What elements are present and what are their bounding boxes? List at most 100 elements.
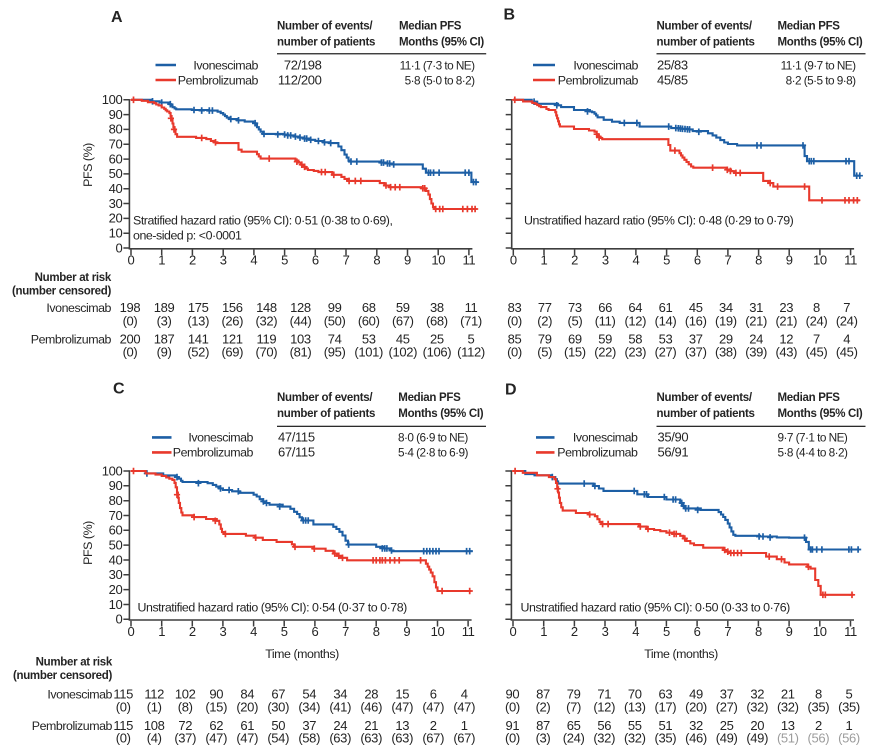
svg-text:4: 4: [461, 687, 468, 702]
svg-text:13: 13: [395, 718, 409, 733]
svg-text:Months (95% CI): Months (95% CI): [398, 408, 483, 420]
svg-text:49: 49: [689, 687, 703, 702]
svg-text:90: 90: [209, 687, 223, 702]
svg-text:(45): (45): [806, 345, 828, 360]
svg-text:121: 121: [222, 331, 243, 346]
svg-text:4: 4: [632, 624, 639, 639]
svg-text:one-sided p: <0·0001: one-sided p: <0·0001: [133, 229, 242, 243]
svg-text:(17): (17): [655, 699, 677, 714]
svg-text:(5): (5): [567, 313, 582, 328]
svg-text:(3): (3): [157, 313, 172, 328]
svg-text:Months (95% CI): Months (95% CI): [778, 408, 863, 420]
svg-text:(19): (19): [715, 313, 737, 328]
svg-text:30: 30: [109, 567, 123, 582]
svg-text:70: 70: [109, 137, 123, 152]
svg-text:62: 62: [209, 718, 223, 733]
svg-text:59: 59: [598, 331, 612, 346]
svg-text:(32): (32): [624, 731, 646, 746]
svg-text:8: 8: [373, 253, 380, 268]
svg-text:8: 8: [755, 253, 762, 268]
svg-text:28: 28: [364, 687, 378, 702]
svg-text:(0): (0): [505, 731, 520, 746]
svg-text:2: 2: [571, 624, 578, 639]
svg-text:(23): (23): [624, 345, 646, 360]
svg-text:3: 3: [220, 253, 227, 268]
svg-text:8: 8: [755, 624, 762, 639]
svg-text:9: 9: [404, 253, 411, 268]
svg-text:72/198: 72/198: [284, 57, 322, 72]
svg-text:10: 10: [431, 253, 445, 268]
svg-text:Ivonescimab: Ivonescimab: [188, 431, 253, 445]
svg-text:6: 6: [312, 253, 319, 268]
svg-text:9·7 (7·1 to NE): 9·7 (7·1 to NE): [778, 431, 848, 445]
svg-text:(49): (49): [746, 731, 768, 746]
svg-text:(52): (52): [187, 345, 209, 360]
svg-text:2: 2: [815, 718, 822, 733]
svg-text:68: 68: [362, 300, 376, 315]
svg-text:Number of events/: Number of events/: [657, 392, 753, 404]
svg-text:(14): (14): [655, 313, 677, 328]
svg-text:11: 11: [844, 253, 857, 268]
svg-text:21: 21: [364, 718, 378, 733]
svg-text:67/115: 67/115: [278, 445, 315, 460]
svg-text:number of patients: number of patients: [657, 37, 755, 49]
svg-text:Stratified hazard ratio (95% C: Stratified hazard ratio (95% CI): 0·51 (…: [133, 214, 392, 228]
svg-text:9: 9: [786, 624, 793, 639]
svg-text:70: 70: [628, 687, 642, 702]
svg-text:72: 72: [178, 718, 192, 733]
svg-text:141: 141: [188, 331, 209, 346]
svg-text:53: 53: [659, 331, 673, 346]
svg-text:5·8 (5·0 to 8·2): 5·8 (5·0 to 8·2): [405, 73, 476, 87]
svg-text:90: 90: [109, 107, 123, 122]
svg-text:number of patients: number of patients: [657, 408, 755, 420]
svg-text:70: 70: [109, 508, 123, 523]
svg-text:(8): (8): [178, 699, 193, 714]
svg-text:(47): (47): [422, 699, 444, 714]
svg-text:Median PFS: Median PFS: [398, 392, 461, 404]
svg-text:5: 5: [468, 331, 475, 346]
svg-text:77: 77: [538, 300, 552, 315]
svg-text:Months (95% CI): Months (95% CI): [778, 37, 863, 49]
svg-text:2: 2: [189, 624, 196, 639]
svg-text:99: 99: [328, 300, 342, 315]
svg-text:Unstratified hazard ratio (95%: Unstratified hazard ratio (95% CI): 0·54…: [138, 600, 408, 614]
svg-text:(54): (54): [267, 731, 289, 746]
svg-text:11·1 (7·3 to NE): 11·1 (7·3 to NE): [400, 58, 476, 72]
svg-text:47/115: 47/115: [278, 430, 315, 445]
svg-text:(46): (46): [685, 731, 707, 746]
svg-text:4: 4: [632, 253, 639, 268]
svg-text:8·2 (5·5 to 9·8): 8·2 (5·5 to 9·8): [786, 73, 857, 87]
svg-text:1: 1: [158, 624, 165, 639]
svg-text:Ivonescimab: Ivonescimab: [193, 58, 258, 72]
svg-text:(56): (56): [808, 731, 830, 746]
svg-text:(24): (24): [806, 313, 828, 328]
svg-text:61: 61: [240, 718, 254, 733]
svg-text:85: 85: [508, 331, 522, 346]
svg-text:(47): (47): [453, 699, 475, 714]
svg-text:87: 87: [536, 718, 550, 733]
svg-text:Ivonescimab: Ivonescimab: [47, 688, 112, 702]
svg-text:(41): (41): [329, 699, 351, 714]
svg-text:(2): (2): [537, 313, 552, 328]
svg-text:PFS (%): PFS (%): [81, 143, 95, 187]
svg-text:25/83: 25/83: [657, 57, 688, 72]
svg-text:Pembrolizumab: Pembrolizumab: [173, 446, 254, 460]
svg-text:(37): (37): [174, 731, 196, 746]
svg-text:65: 65: [567, 718, 581, 733]
svg-text:(27): (27): [716, 699, 738, 714]
svg-text:37: 37: [689, 331, 703, 346]
svg-text:(0): (0): [123, 345, 138, 360]
svg-text:5·4 (2·8 to 6·9): 5·4 (2·8 to 6·9): [398, 446, 469, 460]
svg-text:12: 12: [779, 331, 793, 346]
svg-text:Median PFS: Median PFS: [399, 21, 462, 33]
svg-text:30: 30: [109, 196, 123, 211]
svg-text:(47): (47): [205, 731, 227, 746]
svg-text:Pembrolizumab: Pembrolizumab: [32, 719, 113, 733]
svg-text:Median PFS: Median PFS: [778, 21, 841, 33]
svg-text:(35): (35): [808, 699, 830, 714]
svg-text:(24): (24): [563, 731, 585, 746]
svg-text:20: 20: [750, 718, 764, 733]
svg-text:108: 108: [144, 718, 165, 733]
svg-text:(35): (35): [838, 699, 860, 714]
svg-text:54: 54: [302, 687, 316, 702]
